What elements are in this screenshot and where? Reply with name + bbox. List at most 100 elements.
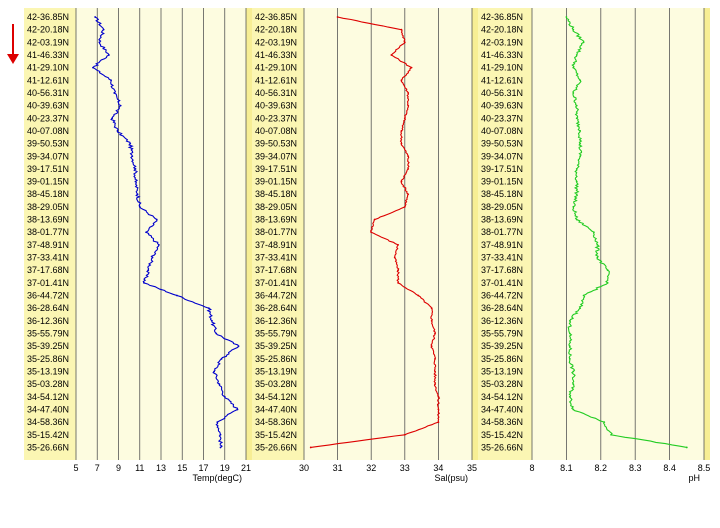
- data-point: [572, 206, 575, 208]
- y-tick-label: 35-26.66N: [255, 442, 297, 452]
- panel-edge: [246, 8, 252, 460]
- y-tick-label: 40-07.08N: [27, 126, 69, 136]
- data-point: [155, 218, 158, 221]
- y-tick-label: 40-39.63N: [481, 101, 523, 111]
- y-tick-label: 36-44.72N: [255, 291, 297, 301]
- data-point: [129, 142, 132, 145]
- y-tick-label: 38-13.69N: [481, 215, 523, 225]
- data-point: [685, 446, 688, 449]
- y-tick-label: 39-01.15N: [255, 177, 297, 187]
- y-tick-label: 41-46.33N: [255, 50, 297, 60]
- y-tick-label: 38-45.18N: [27, 189, 69, 199]
- y-tick-label: 36-28.64N: [255, 303, 297, 313]
- data-point: [603, 421, 606, 424]
- data-point: [403, 206, 406, 208]
- y-tick-label: 34-58.36N: [27, 417, 69, 427]
- y-tick-label: 34-58.36N: [255, 417, 297, 427]
- x-axis-label: Sal(psu): [434, 473, 468, 483]
- y-tick-label: 40-39.63N: [27, 101, 69, 111]
- y-tick-label: 42-20.18N: [27, 25, 69, 35]
- y-tick-label: 40-56.31N: [481, 88, 523, 98]
- plot-area: [532, 8, 704, 460]
- panel-edge: [472, 8, 478, 460]
- x-tick-label: 35: [467, 463, 477, 473]
- data-point: [370, 231, 373, 234]
- y-tick-label: 37-17.68N: [481, 265, 523, 275]
- data-point: [568, 345, 571, 348]
- y-tick-label: 36-12.36N: [255, 316, 297, 326]
- data-point: [336, 16, 339, 18]
- data-point: [236, 408, 239, 411]
- data-point: [565, 16, 568, 18]
- x-tick-label: 8.2: [595, 463, 608, 473]
- data-point: [579, 155, 582, 158]
- data-point: [575, 180, 578, 183]
- data-point: [430, 345, 433, 348]
- data-point: [397, 269, 399, 272]
- x-tick-label: 34: [433, 463, 443, 473]
- data-point: [596, 256, 599, 259]
- data-point: [218, 383, 221, 386]
- y-tick-label: 42-03.19N: [255, 37, 297, 47]
- arrow-down-icon: [7, 24, 19, 64]
- data-point: [111, 117, 114, 120]
- y-tick-label: 35-55.79N: [27, 329, 69, 339]
- data-point: [610, 433, 613, 436]
- data-point: [407, 168, 410, 170]
- data-point: [403, 41, 406, 44]
- data-point: [397, 243, 399, 246]
- data-point: [403, 117, 406, 120]
- y-tick-label: 35-39.25N: [27, 341, 69, 351]
- data-point: [582, 41, 585, 44]
- y-tick-label: 36-44.72N: [481, 291, 523, 301]
- y-tick-label: 35-03.28N: [481, 379, 523, 389]
- data-point: [400, 142, 403, 145]
- y-tick-label: 34-47.40N: [481, 404, 523, 414]
- x-tick-label: 19: [220, 463, 230, 473]
- x-tick-label: 8.3: [629, 463, 642, 473]
- data-point: [92, 66, 94, 69]
- x-tick-label: 9: [116, 463, 121, 473]
- data-point: [403, 433, 406, 436]
- y-tick-label: 40-23.37N: [255, 113, 297, 123]
- y-tick-label: 35-25.86N: [255, 354, 297, 364]
- data-point: [437, 408, 440, 411]
- data-point: [108, 54, 110, 56]
- data-point: [430, 307, 433, 310]
- data-point: [143, 281, 145, 284]
- y-tick-label: 38-01.77N: [481, 227, 523, 237]
- data-point: [572, 408, 575, 411]
- data-point: [572, 383, 575, 386]
- x-tick-label: 17: [198, 463, 208, 473]
- data-point: [397, 281, 399, 284]
- data-point: [207, 307, 210, 310]
- x-tick-label: 30: [299, 463, 309, 473]
- y-tick-label: 36-28.64N: [27, 303, 69, 313]
- data-point: [434, 370, 436, 373]
- y-tick-label: 40-39.63N: [255, 101, 297, 111]
- x-tick-label: 15: [177, 463, 187, 473]
- data-point: [434, 383, 436, 386]
- data-point: [147, 269, 150, 272]
- data-point: [579, 307, 582, 310]
- data-point: [572, 28, 575, 31]
- data-point: [575, 54, 578, 56]
- y-tick-label: 39-34.07N: [255, 151, 297, 161]
- data-point: [113, 92, 116, 94]
- data-point: [434, 332, 436, 335]
- data-point: [138, 206, 141, 208]
- data-point: [102, 28, 105, 31]
- y-tick-label: 41-46.33N: [481, 50, 523, 60]
- y-tick-label: 39-50.53N: [481, 139, 523, 149]
- y-tick-label: 34-54.12N: [255, 392, 297, 402]
- data-point: [568, 332, 571, 335]
- data-point: [373, 218, 376, 221]
- label-strip: [252, 8, 304, 460]
- data-point: [176, 294, 178, 297]
- y-tick-label: 38-29.05N: [255, 202, 297, 212]
- y-tick-label: 37-01.41N: [27, 278, 69, 288]
- panel-edge: [704, 8, 710, 460]
- y-tick-label: 42-20.18N: [481, 25, 523, 35]
- y-tick-label: 35-03.28N: [27, 379, 69, 389]
- y-tick-label: 42-03.19N: [27, 37, 69, 47]
